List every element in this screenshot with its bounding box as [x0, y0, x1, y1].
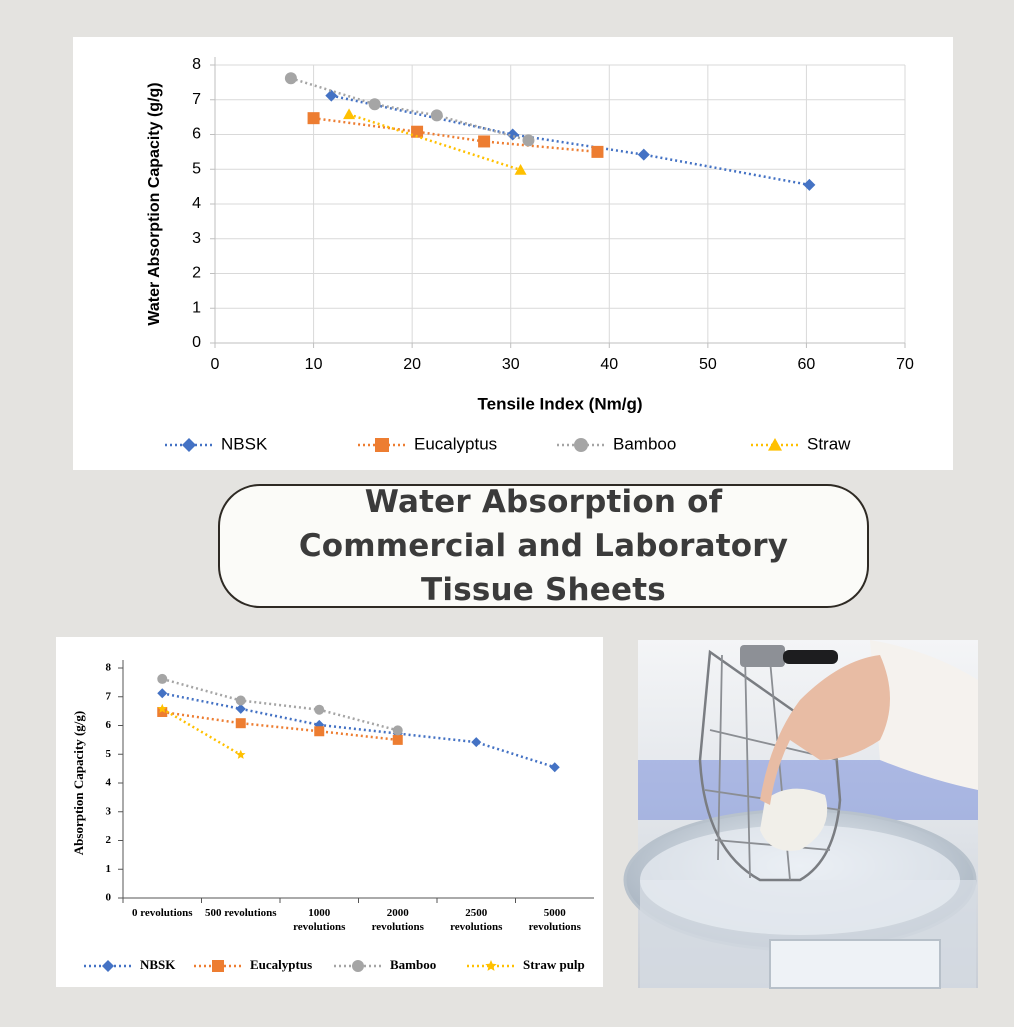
y-tick-label: 4: [192, 195, 201, 212]
title-banner: Water Absorption of Commercial and Labor…: [218, 484, 869, 608]
marker: [393, 725, 403, 735]
x-tick-label: 2000 revolutions: [360, 906, 436, 934]
y-tick-label: 1: [192, 299, 201, 316]
y-tick-label: 2: [192, 265, 201, 282]
y-tick-label: 7: [192, 91, 201, 108]
page: 012345678010203040506070Tensile Index (N…: [0, 0, 1014, 1027]
x-tick-label: 20: [403, 356, 421, 373]
banner-title: Water Absorption of Commercial and Labor…: [264, 480, 824, 612]
marker: [157, 674, 167, 684]
legend-marker: [574, 438, 588, 452]
y-tick-label: 5: [192, 160, 201, 177]
legend-marker: [352, 960, 364, 972]
marker: [236, 718, 246, 728]
marker: [308, 112, 320, 124]
x-tick-label: 60: [798, 356, 816, 373]
marker: [522, 134, 534, 146]
y-tick-label: 3: [106, 805, 112, 817]
chart-panel: [56, 637, 603, 987]
legend-label: Bamboo: [390, 957, 436, 972]
marker: [393, 735, 403, 745]
legend-label: Eucalyptus: [414, 434, 497, 453]
y-tick-label: 6: [192, 126, 201, 143]
y-tick-label: 2: [106, 834, 112, 846]
marker: [285, 72, 297, 84]
y-tick-label: 1: [106, 863, 112, 875]
y-tick-label: 3: [192, 230, 201, 247]
x-tick-label: 2500 revolutions: [438, 906, 514, 934]
x-tick-label: 500 revolutions: [203, 906, 279, 920]
x-tick-label: 0: [211, 356, 220, 373]
y-axis-label: Water Absorption Capacity (g/g): [146, 82, 163, 325]
y-tick-label: 4: [106, 777, 112, 789]
y-tick-label: 7: [106, 690, 112, 702]
x-tick-label: 30: [502, 356, 520, 373]
legend-label: NBSK: [140, 957, 176, 972]
legend-marker: [212, 960, 224, 972]
y-tick-label: 6: [106, 719, 112, 731]
legend-label: Straw: [807, 434, 851, 453]
legend-label: Straw pulp: [523, 957, 585, 972]
legend-label: Bamboo: [613, 434, 676, 453]
x-axis-label: Tensile Index (Nm/g): [478, 394, 643, 413]
x-tick-label: 40: [600, 356, 618, 373]
x-tick-label: 1000 revolutions: [281, 906, 357, 934]
legend-marker: [375, 438, 389, 452]
marker: [314, 705, 324, 715]
marker: [431, 109, 443, 121]
legend-label: Eucalyptus: [250, 957, 312, 972]
y-tick-label: 5: [106, 748, 112, 760]
marker: [236, 695, 246, 705]
y-tick-label: 8: [192, 56, 201, 73]
photo: [625, 640, 978, 988]
x-tick-label: 10: [305, 356, 323, 373]
y-tick-label: 0: [106, 892, 112, 904]
x-tick-label: 50: [699, 356, 717, 373]
marker: [478, 135, 490, 147]
x-tick-label: 0 revolutions: [124, 906, 200, 920]
legend-label: NBSK: [221, 434, 268, 453]
x-tick-label: 5000 revolutions: [517, 906, 593, 934]
marker: [369, 98, 381, 110]
marker: [314, 726, 324, 736]
y-axis-label: Absorption Capacity (g/g): [71, 711, 86, 855]
y-tick-label: 8: [106, 662, 112, 674]
y-tick-label: 0: [192, 334, 201, 351]
x-tick-label: 70: [896, 356, 914, 373]
marker: [591, 146, 603, 158]
